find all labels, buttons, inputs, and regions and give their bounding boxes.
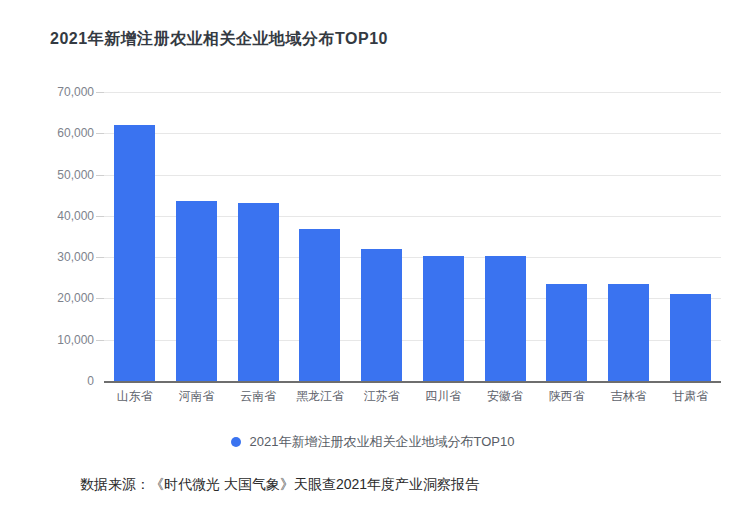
plot-area: 010,00020,00030,00040,00050,00060,00070,… <box>104 92 721 383</box>
y-axis-label: 70,000 <box>57 85 94 99</box>
y-axis-label: 50,000 <box>57 168 94 182</box>
bar-band-8 <box>536 92 598 381</box>
y-axis-tick <box>96 175 104 176</box>
y-axis-label: 10,000 <box>57 333 94 347</box>
bar-rank-3[interactable] <box>238 203 279 381</box>
y-axis-tick <box>96 92 104 93</box>
y-axis-tick <box>96 298 104 299</box>
bar-rank-8[interactable] <box>546 284 587 381</box>
bar-band-4 <box>289 92 351 381</box>
y-axis-label: 40,000 <box>57 209 94 223</box>
x-axis-label: 云南省 <box>227 388 289 405</box>
y-axis-tick <box>96 133 104 134</box>
x-axis-labels: 山东省河南省云南省黑龙江省江苏省四川省安徽省陕西省吉林省甘肃省 <box>104 388 721 405</box>
x-axis-label: 黑龙江省 <box>289 388 351 405</box>
bar-band-9 <box>598 92 660 381</box>
page-title: 2021年新增注册农业相关企业地域分布TOP10 <box>50 29 388 50</box>
legend: 2021年新增注册农业相关企业地域分布TOP10 <box>0 433 745 451</box>
y-axis-label: 30,000 <box>57 250 94 264</box>
bar-band-3 <box>227 92 289 381</box>
bar-rank-7[interactable] <box>485 256 526 381</box>
chart-page: 2021年新增注册农业相关企业地域分布TOP10 010,00020,00030… <box>0 0 745 521</box>
bar-rank-6[interactable] <box>423 256 464 382</box>
bar-rank-2[interactable] <box>176 201 217 381</box>
y-axis-tick <box>96 257 104 258</box>
y-axis-label: 0 <box>87 374 94 388</box>
x-axis-label: 安徽省 <box>474 388 536 405</box>
legend-item-label[interactable]: 2021年新增注册农业相关企业地域分布TOP10 <box>250 433 515 451</box>
x-axis-label: 江苏省 <box>351 388 413 405</box>
x-axis-label: 四川省 <box>413 388 475 405</box>
bar-rank-1[interactable] <box>114 125 155 381</box>
x-axis-label: 河南省 <box>166 388 228 405</box>
bar-band-2 <box>166 92 228 381</box>
bar-rank-10[interactable] <box>670 294 711 381</box>
bar-rank-9[interactable] <box>608 284 649 381</box>
x-axis-label: 陕西省 <box>536 388 598 405</box>
x-axis-label: 甘肃省 <box>659 388 721 405</box>
y-axis-label: 20,000 <box>57 291 94 305</box>
y-axis-tick <box>96 216 104 217</box>
bar-band-10 <box>659 92 721 381</box>
y-axis-tick <box>96 340 104 341</box>
bar-series <box>104 92 721 381</box>
bar-band-7 <box>474 92 536 381</box>
bar-rank-4[interactable] <box>299 229 340 381</box>
bar-band-1 <box>104 92 166 381</box>
x-axis-label: 山东省 <box>104 388 166 405</box>
bar-rank-5[interactable] <box>361 249 402 381</box>
data-source-note: 数据来源：《时代微光 大国气象》天眼查2021年度产业洞察报告 <box>80 476 479 494</box>
x-axis-label: 吉林省 <box>598 388 660 405</box>
y-axis-label: 60,000 <box>57 126 94 140</box>
bar-band-6 <box>413 92 475 381</box>
legend-marker-icon[interactable] <box>231 437 241 447</box>
bar-band-5 <box>351 92 413 381</box>
